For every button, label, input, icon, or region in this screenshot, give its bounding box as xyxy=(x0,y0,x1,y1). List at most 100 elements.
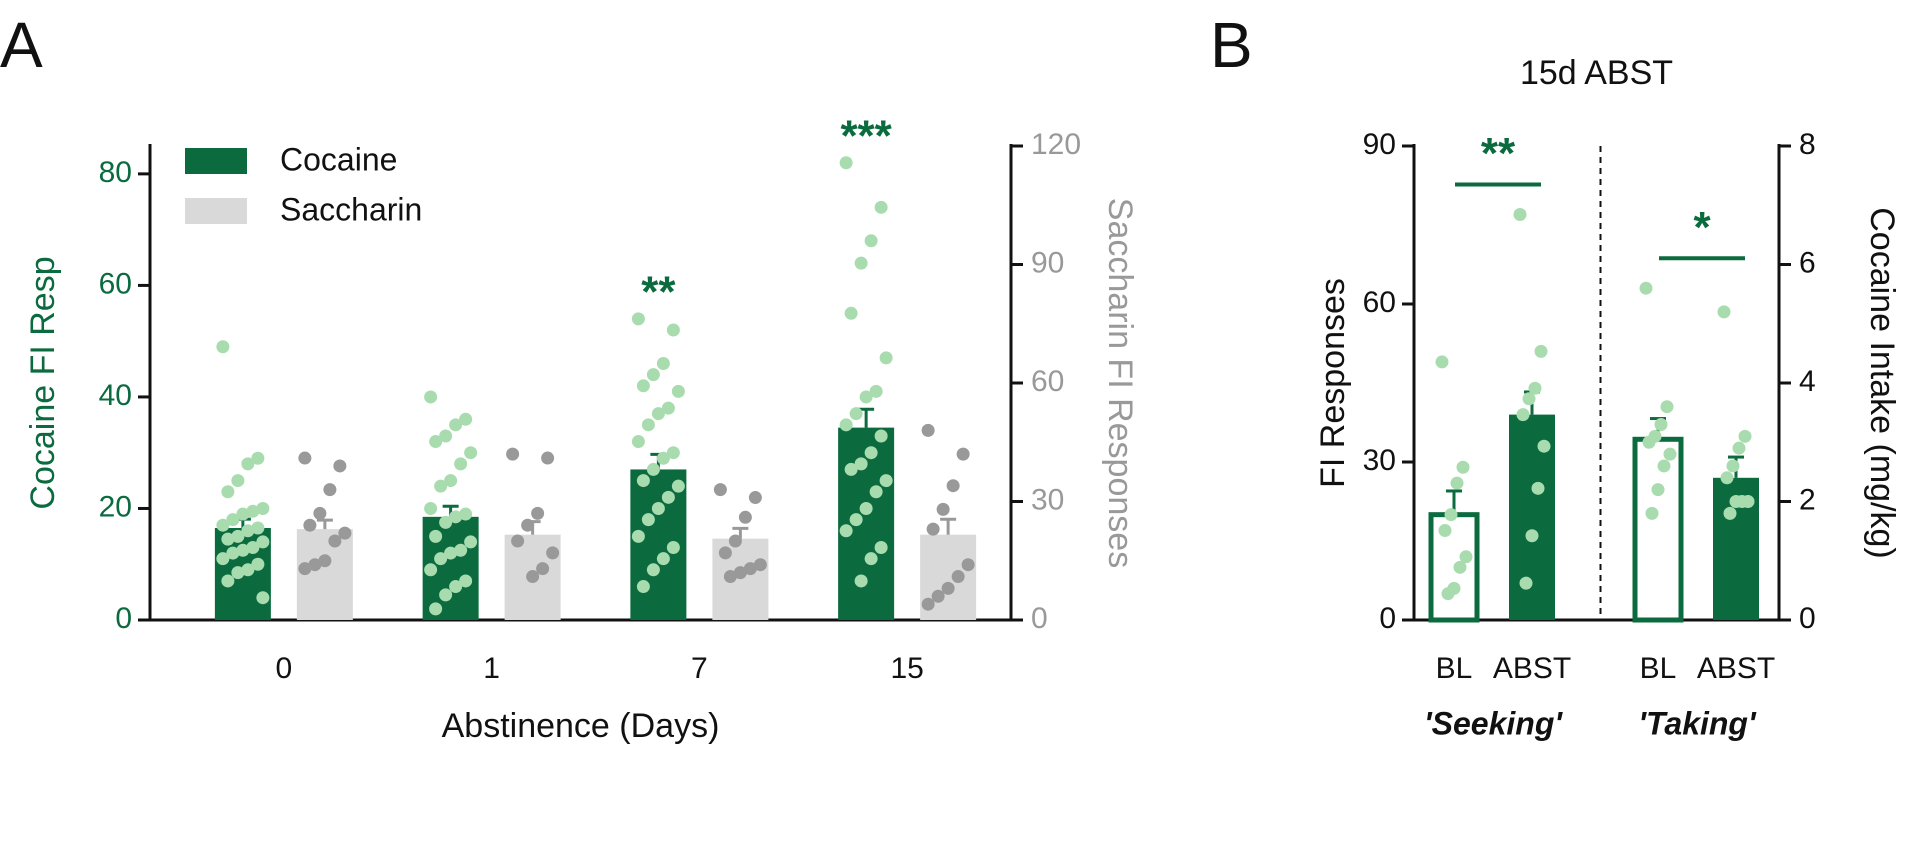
data-point xyxy=(1639,281,1653,295)
data-point xyxy=(854,256,868,270)
x-tick-label: BL xyxy=(1640,652,1677,685)
data-point xyxy=(646,368,660,382)
data-point xyxy=(941,581,955,595)
data-point xyxy=(926,522,940,536)
data-point xyxy=(864,552,878,566)
data-point xyxy=(1519,576,1533,590)
data-point xyxy=(546,546,560,560)
data-point xyxy=(1528,381,1542,395)
data-point xyxy=(318,554,332,568)
data-point xyxy=(951,570,965,584)
y2-axis-label: Saccharin FI Responses xyxy=(1101,198,1139,568)
data-point xyxy=(1450,476,1464,490)
data-point xyxy=(541,451,555,465)
data-point xyxy=(449,510,463,524)
y-tick-label: 0 xyxy=(1379,602,1396,635)
y-tick-label: 40 xyxy=(99,379,132,412)
data-point xyxy=(511,534,525,548)
data-point xyxy=(631,529,645,543)
data-point xyxy=(246,541,260,555)
data-point xyxy=(226,546,240,560)
data-point xyxy=(1456,460,1470,474)
data-point xyxy=(1717,305,1731,319)
data-point xyxy=(874,429,888,443)
data-point xyxy=(1663,447,1677,461)
data-point xyxy=(231,474,245,488)
data-point xyxy=(236,507,250,521)
y2-tick-label: 0 xyxy=(1031,602,1048,635)
data-point xyxy=(531,506,545,520)
data-point xyxy=(216,340,230,354)
data-point xyxy=(728,534,742,548)
data-point xyxy=(743,562,757,576)
data-point xyxy=(961,558,975,572)
y2-tick-label: 60 xyxy=(1031,365,1064,398)
data-point xyxy=(231,529,245,543)
data-point xyxy=(854,574,868,588)
data-point xyxy=(879,474,893,488)
legend-label: Saccharin xyxy=(280,191,422,227)
bar xyxy=(838,427,895,620)
y-tick-label: 30 xyxy=(1363,444,1396,477)
data-point xyxy=(753,558,767,572)
y-tick-label: 60 xyxy=(1363,286,1396,319)
data-point xyxy=(864,446,878,460)
data-point xyxy=(844,306,858,320)
data-point xyxy=(1534,344,1548,358)
data-point xyxy=(1531,481,1545,495)
y-axis-label: Cocaine FI Resp xyxy=(24,256,62,509)
data-point xyxy=(646,563,660,577)
data-point xyxy=(221,574,235,588)
data-point xyxy=(444,474,458,488)
data-point xyxy=(631,435,645,449)
data-point xyxy=(216,552,230,566)
data-point xyxy=(631,312,645,326)
data-point xyxy=(231,566,245,580)
data-point xyxy=(1435,355,1449,369)
y2-tick-label: 6 xyxy=(1799,246,1816,279)
data-point xyxy=(454,457,468,471)
data-point xyxy=(1726,459,1740,473)
data-point xyxy=(328,534,342,548)
x-tick-label: ABST xyxy=(1697,652,1775,685)
data-point xyxy=(844,462,858,476)
y2-tick-label: 30 xyxy=(1031,483,1064,516)
data-point xyxy=(1654,417,1668,431)
data-point xyxy=(459,412,473,426)
data-point xyxy=(308,558,322,572)
significance: *** xyxy=(840,111,892,160)
y2-axis-label: Cocaine Intake (mg/kg) xyxy=(1863,207,1901,559)
data-point xyxy=(424,501,438,515)
data-point xyxy=(429,529,443,543)
data-point xyxy=(444,546,458,560)
data-point xyxy=(661,490,675,504)
data-point xyxy=(666,323,680,337)
data-point xyxy=(1651,483,1665,497)
data-point xyxy=(1438,523,1452,537)
data-point xyxy=(839,524,853,538)
data-point xyxy=(251,557,265,571)
data-point xyxy=(849,407,863,421)
data-point xyxy=(1444,508,1458,522)
data-point xyxy=(661,401,675,415)
data-point xyxy=(526,570,540,584)
x-tick-label: 15 xyxy=(890,652,923,685)
data-point xyxy=(333,459,347,473)
data-point xyxy=(464,446,478,460)
data-point xyxy=(921,597,935,611)
data-point xyxy=(1660,400,1674,414)
data-point xyxy=(424,390,438,404)
data-point xyxy=(651,407,665,421)
data-point xyxy=(459,507,473,521)
data-point xyxy=(226,513,240,527)
data-point xyxy=(338,526,352,540)
data-point xyxy=(521,518,535,532)
data-point xyxy=(921,423,935,437)
data-point xyxy=(738,510,752,524)
data-point xyxy=(459,574,473,588)
y-tick-label: 0 xyxy=(115,602,132,635)
data-point xyxy=(671,479,685,493)
y2-tick-label: 8 xyxy=(1799,128,1816,161)
data-point xyxy=(656,356,670,370)
